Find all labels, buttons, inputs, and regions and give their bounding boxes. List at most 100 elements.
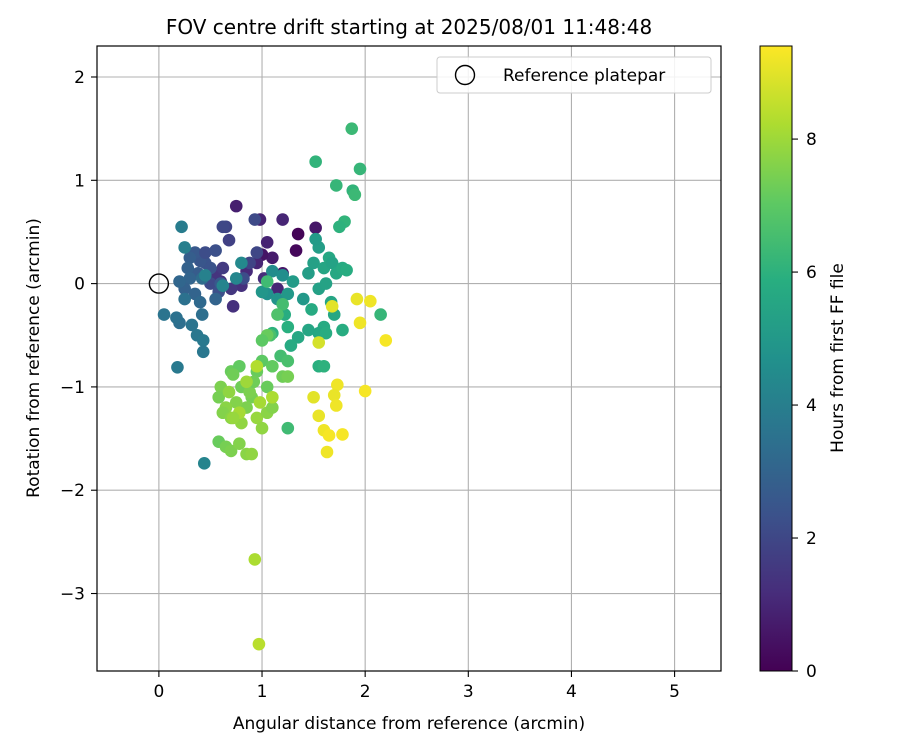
data-point	[253, 396, 267, 409]
chart-title: FOV centre drift starting at 2025/08/01 …	[166, 15, 652, 39]
data-point	[307, 390, 320, 404]
data-point	[224, 444, 238, 458]
data-point	[173, 275, 186, 288]
data-point	[266, 264, 279, 278]
data-point	[266, 251, 279, 265]
legend-entry-reference: Reference platepar	[503, 66, 665, 86]
data-point	[229, 272, 243, 285]
data-point	[243, 385, 256, 399]
data-point	[309, 232, 322, 246]
data-point	[240, 375, 253, 389]
legend-marker-icon	[454, 64, 476, 86]
data-point	[325, 256, 339, 270]
data-point	[255, 285, 269, 299]
data-point	[325, 300, 339, 313]
data-point	[260, 275, 274, 288]
x-axis-label: Angular distance from reference (arcmin)	[233, 714, 585, 734]
data-point	[248, 213, 262, 226]
data-point	[364, 294, 377, 308]
colorbar: 0 2 4 6 8 Hours from first FF file	[759, 45, 848, 682]
data-point	[226, 300, 240, 313]
colorbar-gradient	[759, 45, 793, 672]
data-point	[281, 354, 295, 368]
colorbar-tick-label: 8	[806, 130, 817, 150]
axis-ticks: 0 1 2 3 4 5 −3 −2 −1 0 1 2	[60, 68, 680, 702]
colorbar-tick-label: 0	[806, 662, 817, 682]
data-point	[260, 235, 274, 249]
data-point	[255, 421, 269, 435]
data-point	[229, 396, 243, 409]
data-point	[309, 155, 322, 169]
y-tick-label: −2	[60, 481, 85, 501]
data-point	[312, 409, 326, 423]
data-point	[336, 428, 349, 441]
x-tick-label: 3	[463, 682, 474, 702]
data-point	[250, 411, 264, 425]
x-tick-label: 2	[360, 682, 371, 702]
grid-lines	[97, 46, 721, 671]
data-point	[245, 447, 259, 461]
data-point	[305, 303, 318, 316]
data-point	[317, 359, 331, 373]
data-point	[281, 287, 295, 301]
y-tick-label: 2	[74, 68, 85, 88]
data-point	[255, 334, 269, 347]
data-point	[157, 308, 171, 321]
data-point	[309, 221, 322, 235]
data-point	[226, 368, 240, 381]
colorbar-tick-label: 2	[806, 529, 817, 549]
data-point	[266, 401, 279, 414]
y-tick-label: −3	[60, 585, 85, 605]
data-point	[319, 326, 333, 340]
data-point	[183, 272, 197, 285]
data-point	[171, 360, 184, 374]
data-point	[271, 308, 284, 321]
data-point	[345, 122, 359, 135]
data-point	[250, 359, 264, 373]
data-point	[281, 320, 295, 334]
data-point	[250, 246, 264, 259]
data-point	[276, 213, 289, 226]
data-point	[284, 339, 298, 352]
data-point	[319, 277, 333, 290]
data-point	[178, 241, 191, 254]
data-point	[212, 390, 226, 404]
data-point	[260, 380, 274, 394]
y-tick-label: 0	[74, 275, 85, 295]
x-tick-label: 4	[566, 682, 577, 702]
data-points	[157, 122, 393, 651]
reference-marker	[148, 273, 170, 294]
data-point	[216, 279, 230, 292]
y-axis-label: Rotation from reference (arcmin)	[24, 218, 44, 498]
data-point	[358, 384, 372, 398]
data-point	[329, 399, 343, 412]
data-point	[379, 334, 393, 347]
x-tick-label: 5	[669, 682, 680, 702]
data-point	[170, 311, 183, 324]
data-point	[178, 292, 191, 306]
legend-box	[436, 56, 712, 94]
data-point	[296, 292, 310, 306]
data-point	[336, 323, 349, 337]
data-point	[322, 429, 336, 442]
data-point	[302, 323, 315, 337]
data-point	[353, 162, 367, 176]
data-point	[302, 266, 315, 280]
data-point	[222, 385, 236, 399]
data-point	[216, 261, 230, 275]
data-point	[353, 316, 367, 330]
data-point	[233, 437, 246, 451]
colorbar-ticks: 0 2 4 6 8	[792, 130, 817, 682]
y-tick-label: 1	[74, 171, 85, 191]
colorbar-tick-label: 4	[806, 396, 817, 416]
data-point	[235, 256, 248, 270]
data-point	[216, 220, 230, 234]
data-point	[195, 308, 209, 321]
data-point	[198, 246, 212, 259]
data-point	[209, 244, 222, 257]
y-tick-label: −1	[60, 378, 85, 398]
data-point	[276, 269, 289, 282]
data-point	[222, 233, 236, 247]
data-point	[350, 292, 364, 306]
data-point	[281, 370, 295, 383]
